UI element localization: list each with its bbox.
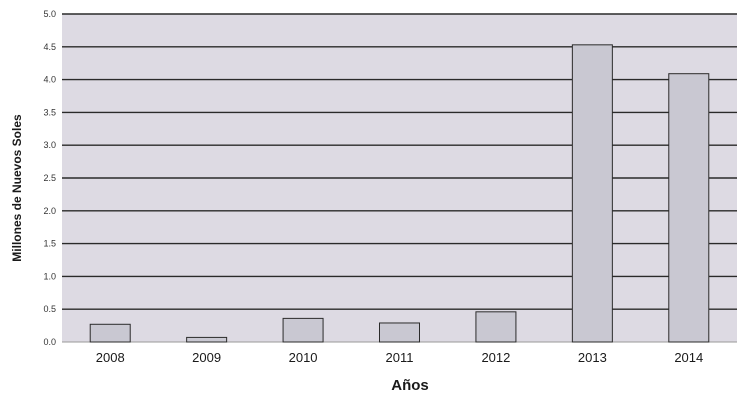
x-tick-label: 2009 — [192, 350, 221, 365]
y-tick-label: 0.5 — [43, 304, 56, 314]
y-tick-label: 1.5 — [43, 239, 56, 249]
x-tick-label: 2011 — [386, 350, 414, 365]
y-tick-label: 3.5 — [43, 107, 56, 117]
y-axis-title: Millones de Nuevos Soles — [10, 114, 24, 262]
x-axis-title: Años — [391, 377, 429, 394]
y-tick-label: 5.0 — [43, 9, 56, 19]
bar-2013 — [571, 44, 613, 343]
y-tick-labels: 0.0 0.5 1.0 1.5 2.0 2.5 3.0 3.5 4.0 4.5 5.0 — [43, 9, 56, 347]
x-tick-label: 2014 — [674, 350, 703, 365]
y-tick-label: 2.5 — [43, 173, 56, 183]
gridlines — [62, 13, 737, 343]
y-tick-label: 4.0 — [43, 75, 56, 85]
bar-2012 — [475, 311, 517, 343]
x-tick-label: 2010 — [289, 350, 318, 365]
y-tick-label: 0.0 — [43, 337, 56, 347]
x-tick-labels: 2008 2009 2010 2011 2012 2013 2014 — [96, 350, 703, 365]
bar-2011 — [379, 322, 420, 343]
x-tick-label: 2008 — [96, 350, 125, 365]
bar-2010 — [282, 317, 324, 343]
bar-2014 — [668, 73, 710, 343]
y-tick-label: 4.5 — [43, 42, 56, 52]
x-tick-label: 2012 — [481, 350, 510, 365]
bars — [89, 44, 710, 343]
x-tick-label: 2013 — [578, 350, 607, 365]
y-tick-label: 1.0 — [43, 271, 56, 281]
y-tick-label: 3.0 — [43, 140, 56, 150]
y-tick-label: 2.0 — [43, 206, 56, 216]
bar-2008 — [89, 323, 131, 343]
bar-2009 — [186, 336, 228, 343]
